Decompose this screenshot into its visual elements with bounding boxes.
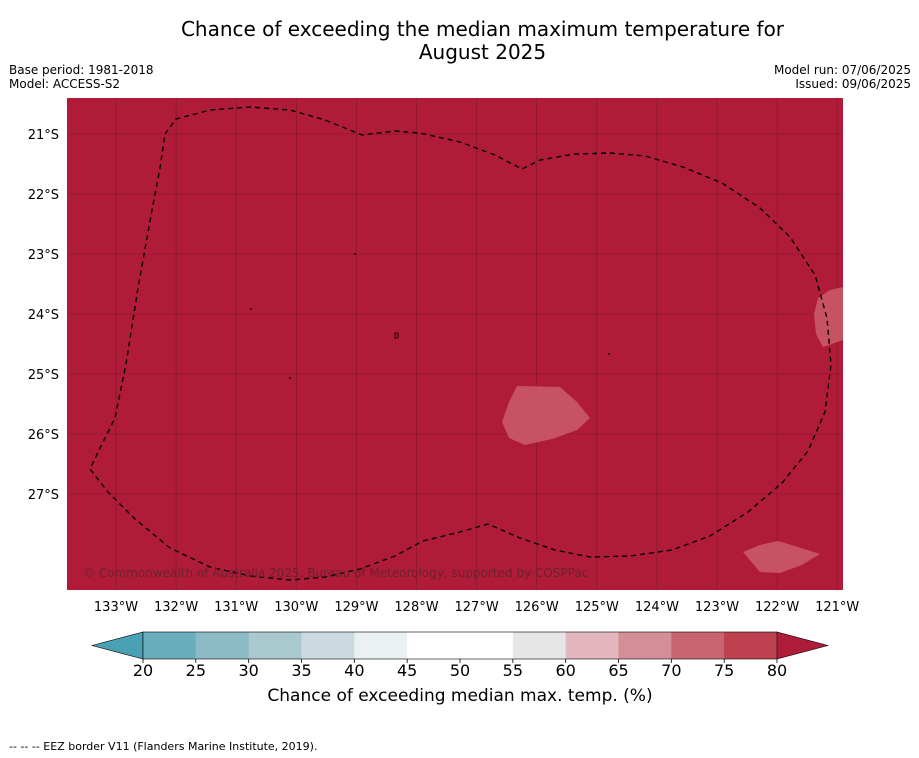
lon-tick-label: 131°W [214,600,258,615]
colorbar-segment [248,632,302,659]
colorbar-tick-label: 70 [661,661,681,680]
colorbar-tick-label: 55 [503,661,523,680]
colorbar-tick-label: 75 [714,661,734,680]
colorbar-tick-label: 45 [397,661,417,680]
lat-tick-label: 21°S [28,128,59,143]
lon-tick-label: 124°W [635,600,679,615]
lon-tick-label: 122°W [755,600,799,615]
eez-footnote: -- -- -- EEZ border V11 (Flanders Marine… [9,740,318,753]
chart-title: Chance of exceeding the median maximum t… [0,18,919,64]
island-dot [608,353,610,355]
lon-tick-label: 127°W [455,600,499,615]
issued-date: Issued: 09/06/2025 [795,77,911,91]
island-dot [289,377,291,379]
lat-tick-label: 23°S [28,248,59,263]
colorbar-tick-label: 60 [555,661,575,680]
lat-tick-label: 22°S [28,188,59,203]
lat-tick-label: 27°S [28,488,59,503]
lon-tick-label: 129°W [334,600,378,615]
lon-tick-label: 130°W [274,600,318,615]
colorbar-tick-label: 30 [238,661,258,680]
title-line-1: Chance of exceeding the median maximum t… [180,17,785,41]
lon-tick-label: 128°W [394,600,438,615]
colorbar-over-arrow [776,631,830,660]
copyright-text: © Commonwealth of Australia 2025, Bureau… [83,566,588,580]
probability-patch-southeast [743,541,820,573]
lon-tick-label: 132°W [154,600,198,615]
colorbar-tick-label: 25 [186,661,206,680]
colorbar-tick-label: 20 [133,661,153,680]
colorbar-segment [407,632,461,659]
colorbar-segment [724,632,778,659]
colorbar-segment [565,632,619,659]
colorbar-segment [460,632,514,659]
lat-tick-label: 26°S [28,428,59,443]
colorbar-label: Chance of exceeding median max. temp. (%… [267,686,653,706]
colorbar-segment [618,632,672,659]
colorbar-segment [143,632,197,659]
colorbar-segment [671,632,725,659]
lon-tick-label: 125°W [575,600,619,615]
lat-tick-label: 24°S [28,308,59,323]
colorbar: 20 25 30 35 40 45 50 55 60 65 70 75 80 [90,631,830,680]
meta-left: Base period: 1981-2018 Model: ACCESS-S2 [9,63,154,91]
colorbar-tick-label: 65 [608,661,628,680]
colorbar-tick-label: 80 [767,661,787,680]
eez-border [89,106,832,581]
model-run: Model run: 07/06/2025 [773,63,911,77]
colorbar-segment [195,632,250,659]
title-line-2: August 2025 [418,40,547,64]
lon-tick-label: 121°W [815,600,859,615]
longitude-labels: 133°W 132°W 131°W 130°W 129°W 128°W 127°W 126°W… [94,600,860,615]
lon-tick-label: 126°W [515,600,559,615]
graticule [67,98,843,590]
island-dot [354,253,356,255]
meta-right: Model run: 07/06/2025 Issued: 09/06/2025 [774,63,911,91]
colorbar-segment [354,632,408,659]
colorbar-segment [512,632,567,659]
colorbar-under-arrow [90,631,144,660]
model-name: Model: ACCESS-S2 [9,77,121,91]
colorbar-tick-label: 50 [450,661,470,680]
island-marker [394,332,399,339]
island-dot [250,308,252,310]
latitude-labels: 21°S 22°S 23°S 24°S 25°S 26°S 27°S [28,128,59,503]
colorbar-segment [301,632,355,659]
probability-patch-central [502,386,590,445]
lon-tick-label: 123°W [695,600,739,615]
probability-patch-east [814,287,843,347]
colorbar-tick-label: 35 [291,661,311,680]
base-period: Base period: 1981-2018 [9,63,154,77]
lat-tick-label: 25°S [28,368,59,383]
lon-tick-label: 133°W [94,600,138,615]
colorbar-tick-label: 40 [344,661,364,680]
map-area [67,98,843,590]
